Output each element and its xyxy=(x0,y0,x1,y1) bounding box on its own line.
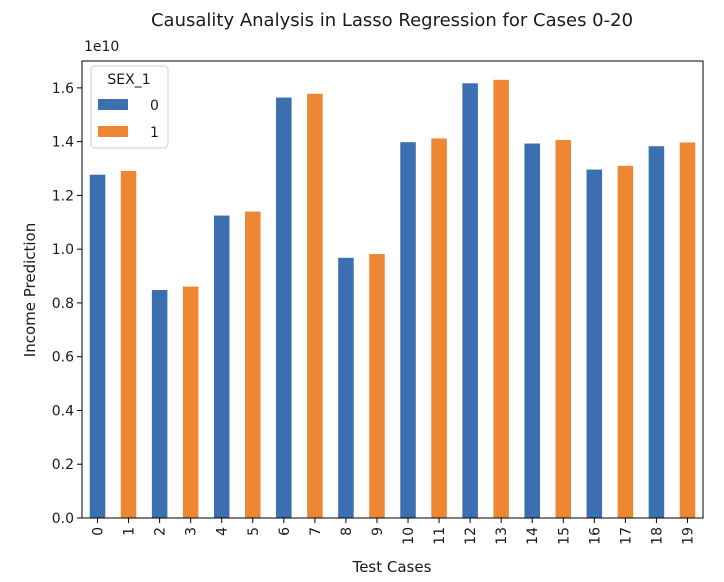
bar-case-8 xyxy=(338,257,354,518)
x-tick-label-6: 6 xyxy=(277,527,293,536)
y-tick-label-0.8: 0.8 xyxy=(52,296,74,312)
y-tick-label-1.4: 1.4 xyxy=(52,135,74,151)
plot-frame xyxy=(81,60,704,519)
bar-case-19 xyxy=(679,142,696,518)
y-axis: 0.0 0.2 0.4 0.6 0.8 1.0 1.2 1.4 1.6 xyxy=(52,81,82,527)
y-offset-label: 1e10 xyxy=(84,39,119,55)
y-tick-label-1.6: 1.6 xyxy=(52,81,74,97)
legend-swatch-0 xyxy=(98,99,128,110)
x-tick-label-13: 13 xyxy=(494,527,510,545)
x-tick-label-17: 17 xyxy=(618,527,634,545)
bars-group xyxy=(89,79,696,519)
y-tick-label-0.6: 0.6 xyxy=(52,350,74,366)
chart-title: Causality Analysis in Lasso Regression f… xyxy=(151,10,633,31)
bar-case-5 xyxy=(245,211,261,519)
bar-case-13 xyxy=(493,79,509,518)
legend-title: SEX_1 xyxy=(107,72,150,88)
x-tick-label-14: 14 xyxy=(525,527,541,545)
x-axis: 0 1 2 3 4 5 6 7 8 9 10 11 12 13 14 15 16 17 18 19 xyxy=(91,518,696,545)
x-tick-label-18: 18 xyxy=(649,527,665,545)
y-tick-label-0.4: 0.4 xyxy=(52,403,74,419)
x-tick-label-16: 16 xyxy=(587,527,603,545)
y-tick-label-0.0: 0.0 xyxy=(52,511,74,527)
x-tick-label-0: 0 xyxy=(91,527,107,536)
legend: SEX_1 0 1 xyxy=(90,65,169,149)
bar-case-6 xyxy=(276,97,292,518)
bar-case-16 xyxy=(586,169,603,518)
bar-case-1 xyxy=(120,170,137,518)
bar-case-2 xyxy=(151,290,168,518)
bar-case-14 xyxy=(524,143,540,518)
bar-case-17 xyxy=(617,165,634,518)
x-tick-label-11: 11 xyxy=(432,527,448,545)
bar-case-11 xyxy=(431,138,447,519)
x-tick-label-9: 9 xyxy=(370,527,386,536)
y-tick-label-1.0: 1.0 xyxy=(52,242,74,258)
x-tick-label-5: 5 xyxy=(246,527,262,536)
x-tick-label-10: 10 xyxy=(401,527,417,545)
bar-case-3 xyxy=(182,286,199,518)
y-axis-label: Income Prediction xyxy=(21,223,39,357)
x-tick-label-7: 7 xyxy=(308,527,324,536)
x-tick-label-19: 19 xyxy=(680,527,696,545)
bar-case-10 xyxy=(400,142,416,518)
bar-case-7 xyxy=(307,93,323,519)
legend-label-0: 0 xyxy=(150,98,159,114)
legend-label-1: 1 xyxy=(150,125,159,141)
x-tick-label-2: 2 xyxy=(153,527,169,536)
bar-case-9 xyxy=(369,254,385,518)
y-tick-label-1.2: 1.2 xyxy=(52,188,74,204)
bar-case-15 xyxy=(555,140,572,518)
bar-case-4 xyxy=(213,215,230,518)
x-tick-label-1: 1 xyxy=(122,527,138,536)
bar-case-18 xyxy=(648,146,665,518)
legend-swatch-1 xyxy=(98,126,128,137)
y-tick-label-0.2: 0.2 xyxy=(52,457,74,473)
bar-case-0 xyxy=(89,174,106,518)
x-tick-label-3: 3 xyxy=(184,527,200,536)
x-tick-label-4: 4 xyxy=(215,527,231,536)
bar-case-12 xyxy=(462,83,478,518)
x-tick-label-15: 15 xyxy=(556,527,572,545)
x-tick-label-12: 12 xyxy=(463,527,479,545)
x-tick-label-8: 8 xyxy=(339,527,355,536)
x-axis-label: Test Cases xyxy=(352,558,432,576)
